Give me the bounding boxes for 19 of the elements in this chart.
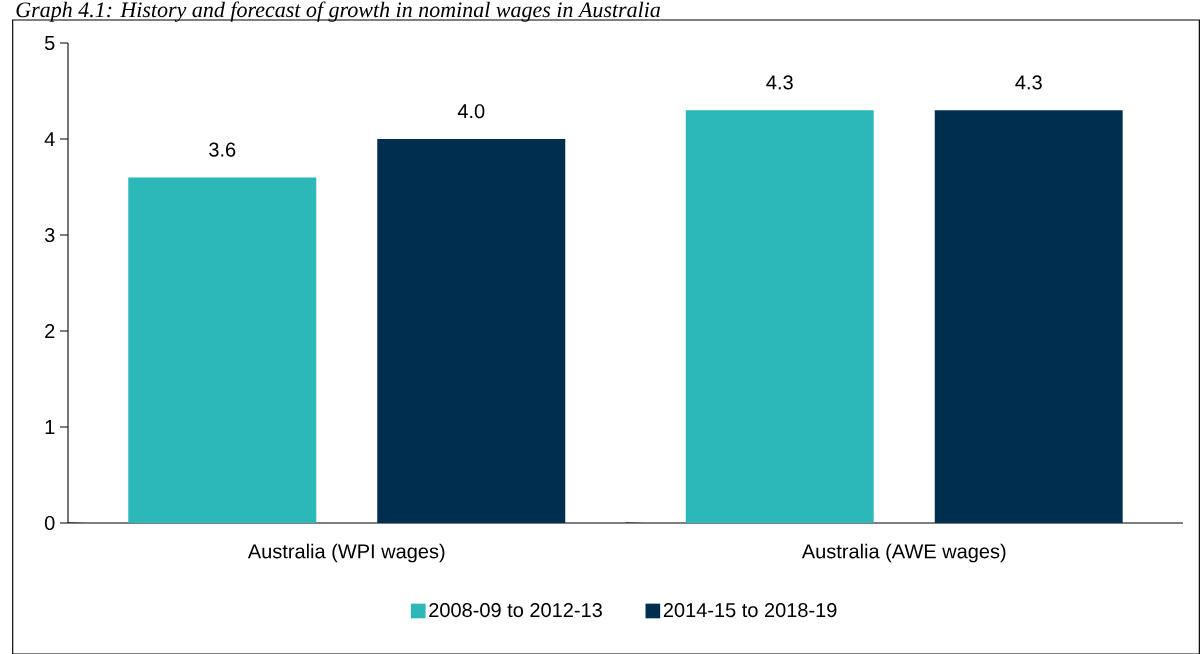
y-tick-label: 0 (44, 515, 55, 531)
legend-label: 2014-15 to 2018-19 (663, 603, 837, 618)
bar (128, 177, 317, 523)
chart-title: Graph 4.1: History and forecast of growth in nominal wages in Australia (16, 1, 660, 22)
y-tick-label: 4 (44, 132, 55, 146)
data-label: 4.0 (457, 104, 485, 119)
x-tick-label: Australia (WPI wages) (247, 543, 445, 563)
x-tick-label: Australia (AWE wages) (801, 543, 1006, 563)
data-label: 3.6 (209, 142, 236, 157)
bar (377, 139, 566, 523)
bar (934, 110, 1123, 523)
data-label: 4.3 (1015, 75, 1042, 90)
y-tick-label: 3 (44, 227, 55, 243)
legend-label: 2008-09 to 2012-13 (429, 603, 602, 618)
y-tick-label: 5 (44, 36, 55, 50)
y-tick-label: 1 (45, 420, 55, 434)
data-label: 4.3 (766, 75, 793, 90)
y-tick-label: 2 (45, 324, 55, 338)
bar (685, 110, 874, 523)
